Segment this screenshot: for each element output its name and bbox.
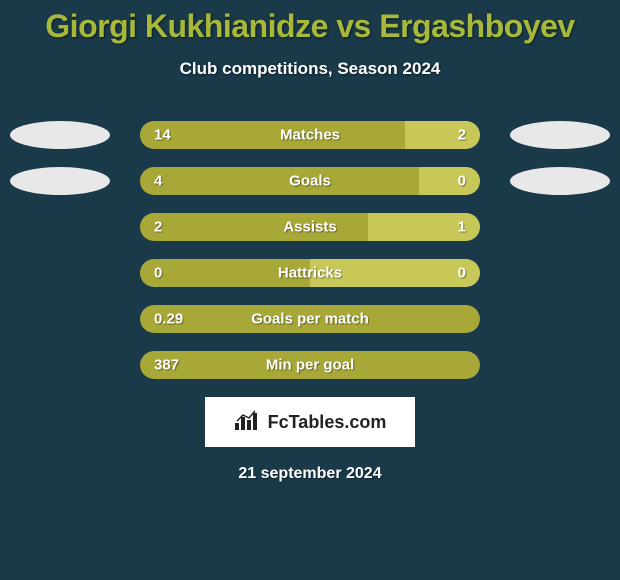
stat-value-left: 14: [154, 127, 171, 144]
comparison-subtitle: Club competitions, Season 2024: [0, 59, 620, 79]
stat-value-left: 0: [154, 265, 162, 282]
brand-badge[interactable]: FcTables.com: [205, 397, 415, 447]
stat-value-right: 0: [458, 173, 466, 190]
stat-value-right: 1: [458, 219, 466, 236]
stat-bar: 14 2 Matches: [140, 121, 480, 149]
stat-value-right: 0: [458, 265, 466, 282]
footer-date: 21 september 2024: [0, 465, 620, 483]
stat-label: Min per goal: [266, 357, 354, 374]
bar-segment-left: [140, 167, 419, 195]
comparison-title: Giorgi Kukhianidze vs Ergashboyev: [0, 0, 620, 45]
brand-text: FcTables.com: [268, 412, 387, 433]
player-avatar-left: [10, 121, 110, 149]
stat-row: 14 2 Matches: [0, 121, 620, 149]
bar-segment-right: [419, 167, 480, 195]
stat-value-left: 4: [154, 173, 162, 190]
bar-chart-icon: [234, 409, 262, 436]
stat-value-left: 2: [154, 219, 162, 236]
stat-label: Matches: [280, 127, 340, 144]
stat-bar: 4 0 Goals: [140, 167, 480, 195]
stat-row: 2 1 Assists: [0, 213, 620, 241]
stat-label: Hattricks: [278, 265, 342, 282]
stat-bar: 0.29 Goals per match: [140, 305, 480, 333]
stat-bar: 0 0 Hattricks: [140, 259, 480, 287]
player-avatar-left: [10, 167, 110, 195]
stat-label: Assists: [283, 219, 336, 236]
stat-value-right: 2: [458, 127, 466, 144]
stat-row: 0 0 Hattricks: [0, 259, 620, 287]
stats-area: 14 2 Matches 4 0 Goals 2 1 Assists 0 0 Hattricks 0.2…: [0, 121, 620, 379]
bar-segment-right: [405, 121, 480, 149]
stat-value-left: 0.29: [154, 311, 183, 328]
player-avatar-right: [510, 167, 610, 195]
stat-bar: 2 1 Assists: [140, 213, 480, 241]
stat-row: 0.29 Goals per match: [0, 305, 620, 333]
stat-label: Goals: [289, 173, 331, 190]
stat-label: Goals per match: [251, 311, 369, 328]
player-avatar-right: [510, 121, 610, 149]
bar-segment-left: [140, 121, 405, 149]
stat-value-left: 387: [154, 357, 179, 374]
stat-row: 387 Min per goal: [0, 351, 620, 379]
stat-row: 4 0 Goals: [0, 167, 620, 195]
stat-bar: 387 Min per goal: [140, 351, 480, 379]
